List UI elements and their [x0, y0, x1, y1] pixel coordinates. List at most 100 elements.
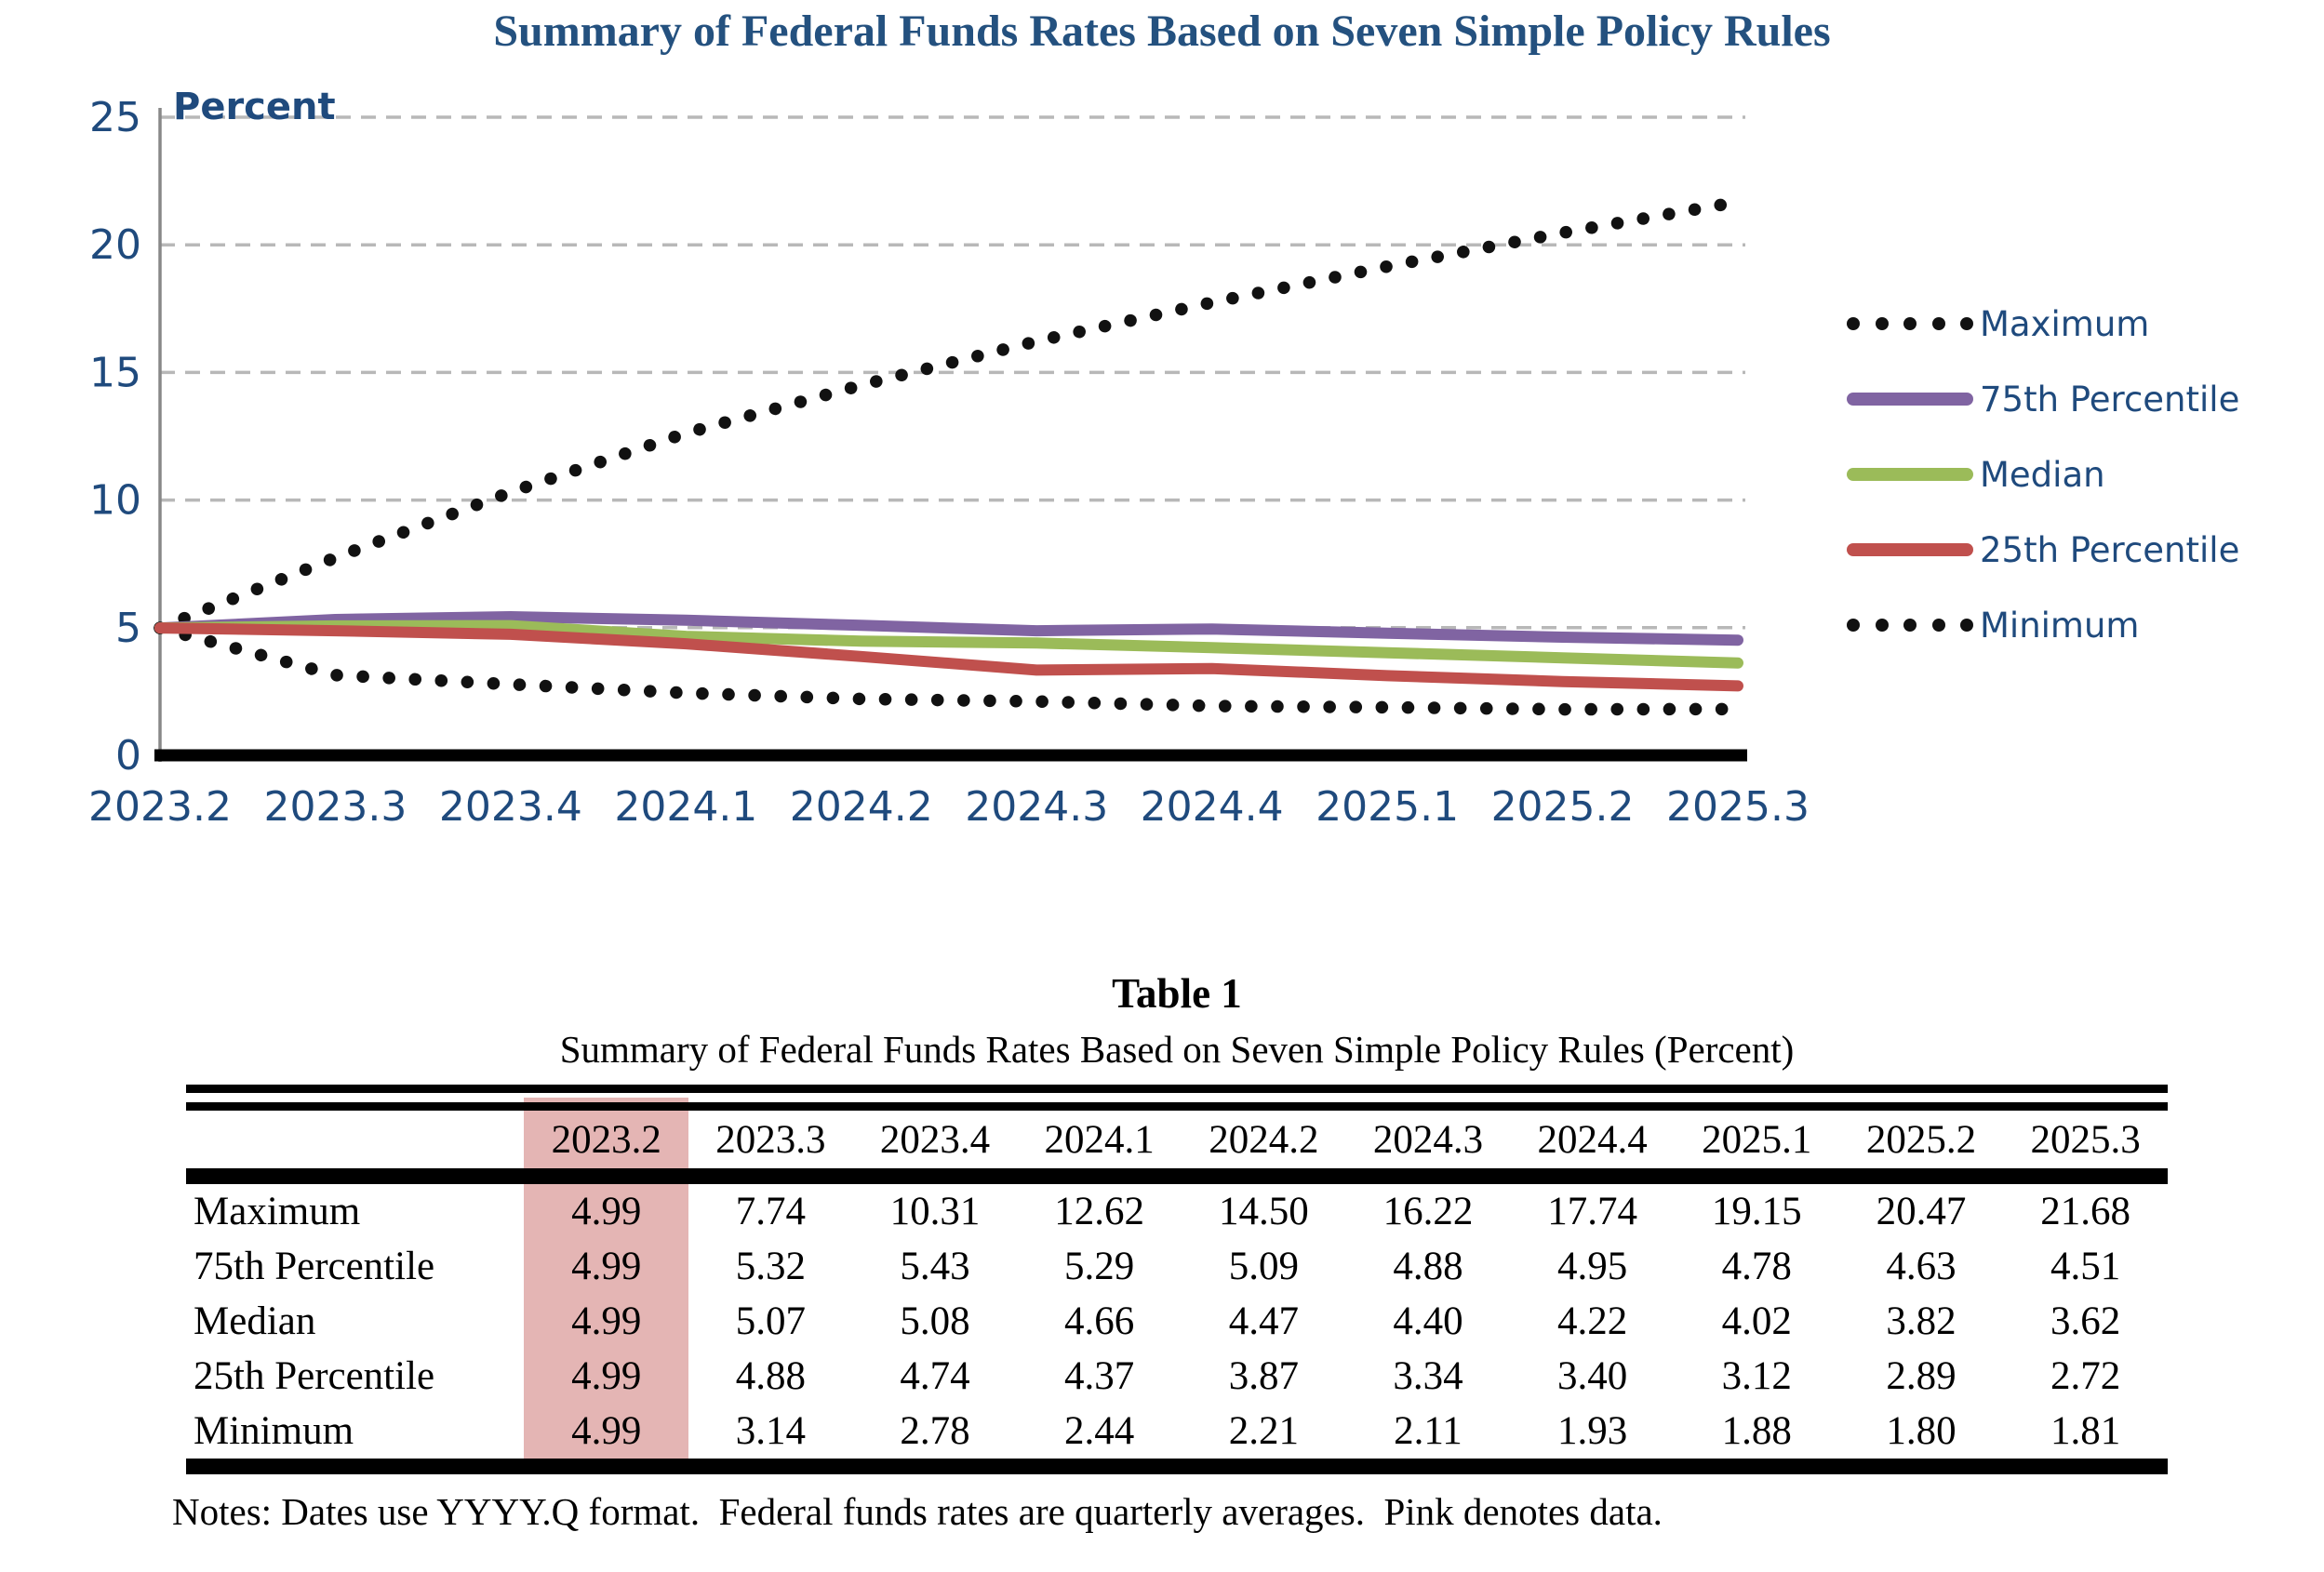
column-header-2025-2: 2025.2	[1838, 1098, 2004, 1184]
column-header-2023-3: 2023.3	[688, 1098, 853, 1184]
series-line-median	[154, 619, 1743, 669]
table-cell: 4.88	[1393, 1245, 1463, 1288]
table-cell: 12.62	[1054, 1190, 1145, 1233]
column-header-2024-2: 2024.2	[1181, 1098, 1346, 1184]
table-cell: 1.81	[2003, 1404, 2168, 1474]
table-cell: 4.88	[735, 1354, 806, 1398]
table-cell: 4.99	[524, 1176, 689, 1239]
table-cell: 4.51	[2050, 1245, 2121, 1288]
table-cell: 1.80	[1838, 1404, 2004, 1474]
row-label: Median	[194, 1299, 316, 1343]
solid-line-icon	[1847, 393, 1973, 406]
x-tick-label-2023-3: 2023.3	[263, 783, 407, 831]
table-cell: 5.29	[1064, 1245, 1135, 1288]
row-label: Minimum	[186, 1404, 525, 1474]
table-cell: 4.63	[1886, 1245, 1957, 1288]
dotted-line-icon	[1847, 317, 1973, 330]
y-axis-title: Percent	[173, 86, 336, 128]
table-cell: 14.50	[1218, 1190, 1309, 1233]
table-cell: 1.93	[1510, 1404, 1675, 1474]
legend-item-maximum: Maximum	[1847, 304, 2321, 344]
column-header-2023-2: 2023.2	[524, 1098, 689, 1184]
dot-icon	[1903, 317, 1917, 330]
dot-icon	[1903, 619, 1917, 632]
legend-label: Median	[1980, 454, 2105, 495]
column-header-2025-1: 2025.1	[1674, 1098, 1839, 1184]
table-cell: 5.32	[735, 1245, 806, 1288]
legend-line-swatch	[1847, 543, 1973, 556]
legend-line-swatch	[1847, 468, 1973, 481]
table-cell: 5.07	[735, 1299, 806, 1343]
table-cell: 4.02	[1721, 1299, 1792, 1343]
table-cell: 21.68	[2040, 1190, 2130, 1233]
legend-item-75th-percentile: 75th Percentile	[1847, 380, 2321, 420]
table-cell: 4.47	[1228, 1299, 1299, 1343]
table-cell: 1.88	[1674, 1404, 1839, 1474]
table-row-25th-percentile: 25th Percentile 4.99 4.88 4.74 4.37 3.87 3.34 3…	[186, 1349, 2168, 1404]
table-row-minimum: Minimum 4.99 3.14 2.78 2.44 2.21 2.11 1.93 1.88 1…	[186, 1404, 2168, 1474]
chart-legend: Maximum 75th Percentile Median 25th Percent…	[1847, 304, 2321, 684]
table-cell: 3.62	[2050, 1299, 2121, 1343]
table-cell: 16.22	[1382, 1190, 1474, 1233]
table-cell: 2.89	[1886, 1354, 1957, 1398]
table-cell: 2.21	[1181, 1404, 1346, 1474]
dot-icon	[1847, 619, 1860, 632]
table-cell: 2.78	[852, 1404, 1018, 1474]
series-line-25th-percentile	[154, 622, 1743, 692]
table-cell: 2.44	[1017, 1404, 1182, 1474]
table-head: 2023.2 2023.3 2023.4 2024.1 2024.2 2024.3 2024…	[186, 1098, 2168, 1184]
solid-line-icon	[1847, 468, 1973, 481]
y-tick-label-10: 10	[89, 477, 141, 525]
table-cell: 4.99	[524, 1349, 689, 1404]
x-tick-label-2025-1: 2025.1	[1316, 783, 1459, 831]
row-label: Maximum	[194, 1190, 361, 1233]
dot-icon	[1847, 317, 1860, 330]
table-cell: 4.95	[1557, 1245, 1628, 1288]
table-cell: 3.40	[1557, 1354, 1628, 1398]
legend-item-minimum: Minimum	[1847, 606, 2321, 646]
chart-title: Summary of Federal Funds Rates Based on …	[493, 7, 1831, 56]
table-cell: 4.40	[1393, 1299, 1463, 1343]
policy-rules-table: 2023.2 2023.3 2023.4 2024.1 2024.2 2024.3 2024…	[186, 1085, 2168, 1474]
table-cell: 4.99	[524, 1294, 689, 1349]
y-tick-label-0: 0	[115, 732, 141, 779]
x-tick-label-2025-3: 2025.3	[1666, 783, 1810, 831]
table-header-row: 2023.2 2023.3 2023.4 2024.1 2024.2 2024.3 2024…	[186, 1098, 2168, 1184]
table-cell: 5.43	[900, 1245, 970, 1288]
series-line-75th-percentile	[154, 611, 1743, 646]
table-cell: 2.72	[2050, 1354, 2121, 1398]
column-header-2024-1: 2024.1	[1017, 1098, 1182, 1184]
x-tick-label-2024-2: 2024.2	[790, 783, 933, 831]
legend-label: Maximum	[1980, 303, 2150, 344]
table-subtitle: Summary of Federal Funds Rates Based on …	[559, 1028, 1795, 1071]
table-cell: 19.15	[1711, 1190, 1802, 1233]
table-cell: 4.99	[524, 1239, 689, 1294]
table-cell: 3.87	[1228, 1354, 1299, 1398]
table-cell: 10.31	[889, 1190, 981, 1233]
dot-icon	[1960, 619, 1973, 632]
legend-dotted-swatch	[1847, 619, 1973, 632]
table-cell: 4.66	[1064, 1299, 1135, 1343]
dot-icon	[1931, 317, 1945, 330]
row-label: 75th Percentile	[194, 1245, 435, 1288]
series-line-maximum	[154, 195, 1744, 634]
dot-icon	[1875, 317, 1889, 330]
table-body: Maximum 4.99 7.74 10.31 12.62 14.50 16.22 17.74…	[186, 1176, 2168, 1474]
y-tick-label-20: 20	[89, 221, 141, 269]
corner-cell	[186, 1098, 525, 1184]
legend-dotted-swatch	[1847, 317, 1973, 330]
table-cell: 4.78	[1721, 1245, 1792, 1288]
legend-label: Minimum	[1980, 605, 2140, 646]
column-header-2024-4: 2024.4	[1510, 1098, 1675, 1184]
dot-icon	[1931, 619, 1945, 632]
legend-item-25th-percentile: 25th Percentile	[1847, 530, 2321, 570]
table-cell: 2.11	[1345, 1404, 1511, 1474]
dot-icon	[1960, 317, 1973, 330]
x-tick-label-2023-2: 2023.2	[88, 783, 232, 831]
table-cell: 17.74	[1547, 1190, 1637, 1233]
table-row-median: Median 4.99 5.07 5.08 4.66 4.47 4.40 4.22 4.02 3.…	[186, 1294, 2168, 1349]
dot-icon	[1875, 619, 1889, 632]
x-tick-label-2024-4: 2024.4	[1141, 783, 1284, 831]
table-notes: Notes: Dates use YYYY.Q format. Federal …	[172, 1490, 1663, 1533]
table-cell: 20.47	[1876, 1190, 1967, 1233]
